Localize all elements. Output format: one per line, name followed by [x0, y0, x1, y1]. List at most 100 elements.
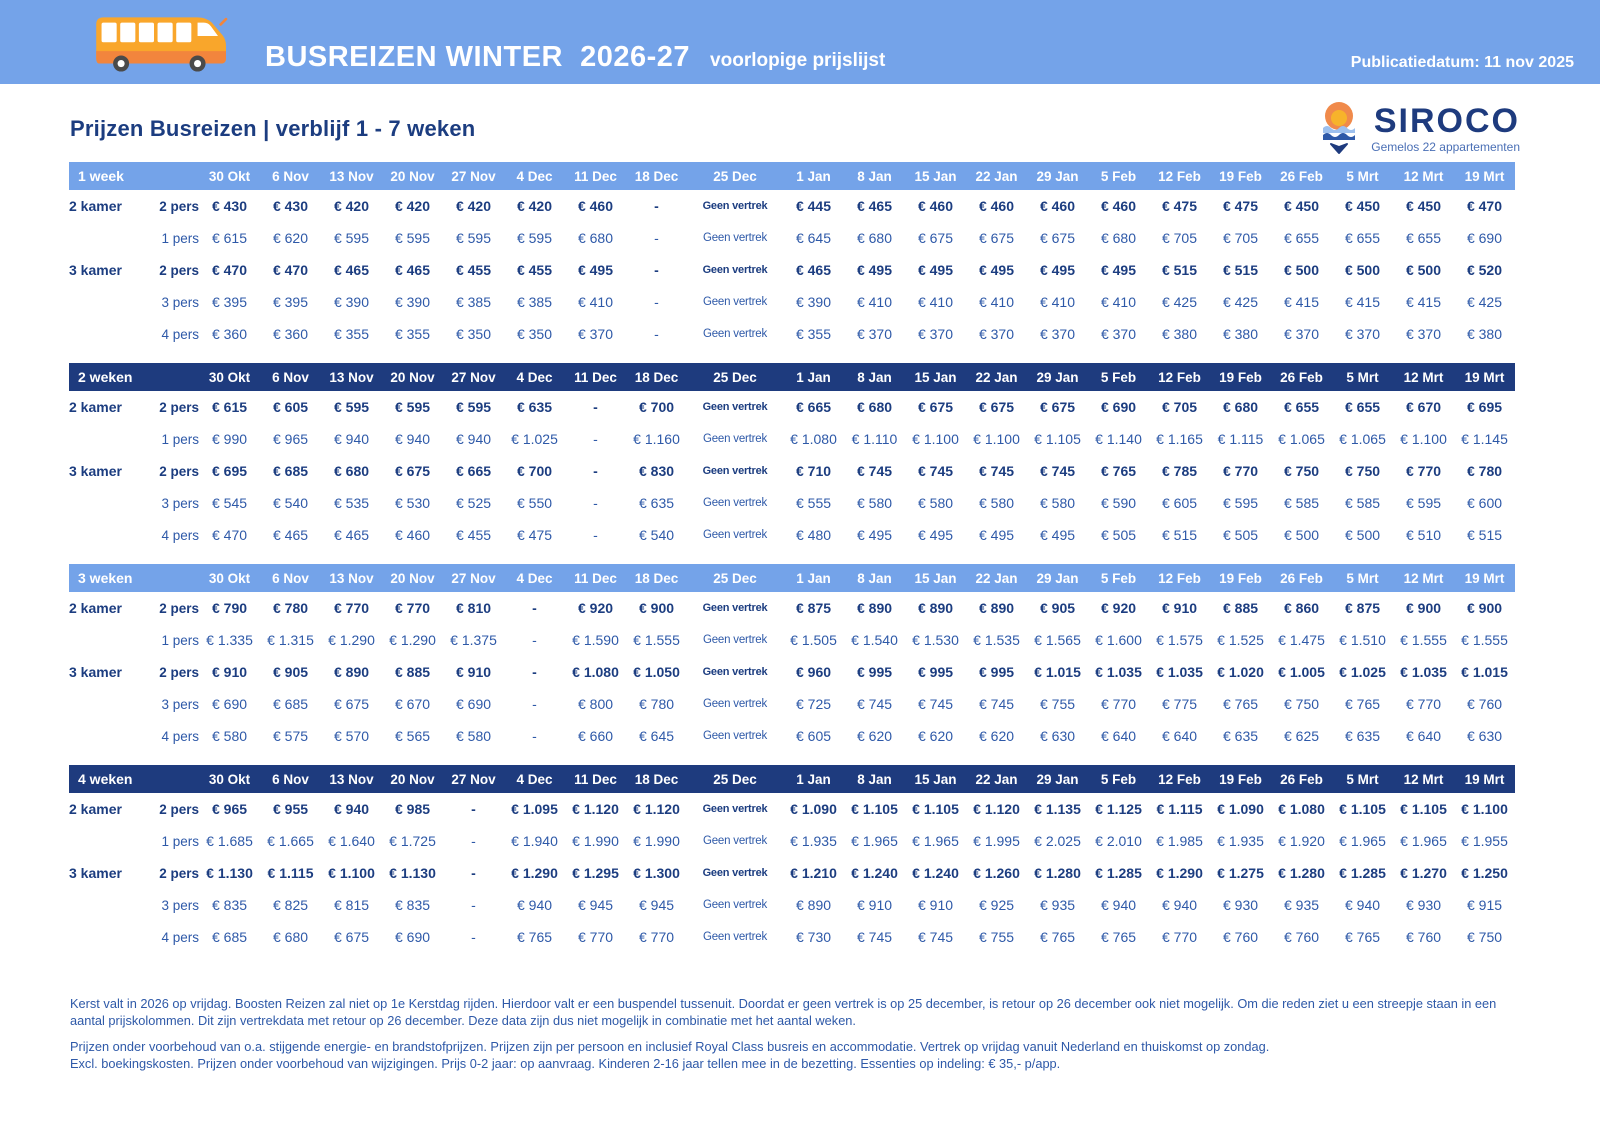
price-cell: € 410: [1100, 294, 1137, 310]
price-cell: € 1.210: [790, 865, 837, 881]
price-cell: € 885: [1222, 600, 1259, 616]
price-cell: € 590: [1100, 495, 1137, 511]
price-cell: € 1.295: [572, 865, 619, 881]
price-cell: € 825: [272, 897, 309, 913]
price-cell: € 730: [795, 929, 832, 945]
price-cell: € 910: [211, 664, 248, 680]
price-cell: -: [593, 527, 598, 543]
price-cell: € 1.990: [633, 833, 680, 849]
date-column-header: 20 Nov: [382, 162, 443, 190]
price-cell: Geen vertrek: [702, 401, 768, 413]
price-cell: € 445: [795, 198, 832, 214]
price-cell: € 905: [272, 664, 309, 680]
price-cell: € 455: [455, 527, 492, 543]
price-cell: € 595: [333, 399, 370, 415]
price-cell: € 690: [1466, 230, 1503, 246]
price-cell: € 500: [1283, 262, 1320, 278]
price-cell: € 620: [272, 230, 309, 246]
price-cell: € 760: [1405, 929, 1442, 945]
price-cell: € 415: [1344, 294, 1381, 310]
room-type-label: [69, 487, 143, 519]
price-cell: € 680: [1222, 399, 1259, 415]
price-row: 3 pers € 395 € 395 € 390 € 390 € 385 € 385 € 41…: [69, 286, 1515, 318]
price-cell: € 450: [1344, 198, 1381, 214]
price-cell: € 540: [638, 527, 675, 543]
price-cell: € 1.080: [790, 431, 837, 447]
occupancy-label: 1 pers: [161, 230, 199, 246]
price-cell: € 500: [1405, 262, 1442, 278]
price-cell: € 890: [978, 600, 1015, 616]
room-type-label: [69, 889, 143, 921]
price-cell: € 1.115: [1156, 801, 1203, 817]
price-cell: € 475: [1222, 198, 1259, 214]
price-tables: 1 week 30 Okt 6 Nov 13 Nov 20 Nov 27 Nov 4 Dec…: [0, 162, 1600, 953]
price-cell: € 525: [455, 495, 492, 511]
price-cell: Geen vertrek: [702, 328, 768, 340]
price-cell: € 530: [394, 495, 431, 511]
price-cell: € 1.505: [790, 632, 837, 648]
date-column-header: 22 Jan: [966, 765, 1028, 793]
price-cell: € 450: [1283, 198, 1320, 214]
price-cell: € 565: [394, 728, 431, 744]
price-cell: € 940: [1344, 897, 1381, 913]
price-cell: € 770: [1222, 463, 1259, 479]
price-cell: € 2.010: [1095, 833, 1142, 849]
price-cell: € 770: [1161, 929, 1198, 945]
price-cell: € 1.015: [1034, 664, 1081, 680]
date-column-header: 30 Okt: [199, 162, 260, 190]
price-cell: € 760: [1222, 929, 1259, 945]
room-type-label: [69, 423, 143, 455]
price-cell: € 595: [1222, 495, 1259, 511]
price-cell: € 380: [1222, 326, 1259, 342]
price-cell: € 1.125: [1095, 801, 1142, 817]
price-cell: € 835: [394, 897, 431, 913]
price-cell: € 370: [1405, 326, 1442, 342]
date-column-header: 25 Dec: [687, 765, 784, 793]
price-cell: € 1.105: [912, 801, 959, 817]
room-type-label: 3 kamer: [69, 664, 122, 680]
price-row: 3 pers € 545 € 540 € 535 € 530 € 525 € 550 - € 6…: [69, 487, 1515, 519]
price-cell: € 500: [1344, 527, 1381, 543]
price-cell: € 460: [577, 198, 614, 214]
price-cell: € 940: [394, 431, 431, 447]
price-cell: € 1.035: [1400, 664, 1447, 680]
price-cell: € 390: [394, 294, 431, 310]
page-title: Prijzen Busreizen | verblijf 1 - 7 weken: [70, 116, 476, 141]
occupancy-label: 4 pers: [161, 728, 200, 744]
room-type-label: 3 kamer: [69, 262, 122, 278]
price-cell: € 890: [333, 664, 370, 680]
price-cell: € 1.300: [633, 865, 680, 881]
publication-date: Publicatiedatum: 11 nov 2025: [1350, 54, 1574, 72]
price-cell: Geen vertrek: [702, 634, 768, 646]
footnote-text: Kerst valt in 2026 op vrijdag. Boosten R…: [70, 996, 1497, 1028]
date-column-header: 12 Mrt: [1393, 162, 1454, 190]
occupancy-label: 4 pers: [161, 326, 199, 342]
price-cell: € 940: [1100, 897, 1137, 913]
price-cell: € 930: [1222, 897, 1259, 913]
price-cell: € 675: [978, 230, 1015, 246]
date-column-header: 25 Dec: [687, 162, 783, 190]
price-cell: € 1.100: [1400, 431, 1447, 447]
price-cell: Geen vertrek: [702, 931, 768, 943]
price-cell: Geen vertrek: [702, 232, 768, 244]
price-cell: € 1.920: [1278, 833, 1325, 849]
price-cell: € 1.985: [1156, 833, 1203, 849]
price-cell: € 630: [1466, 728, 1503, 744]
price-cell: € 615: [211, 399, 248, 415]
price-cell: € 420: [516, 198, 553, 214]
price-cell: € 655: [1405, 230, 1442, 246]
occupancy-label: 2 pers: [159, 262, 199, 278]
price-cell: € 370: [1100, 326, 1137, 342]
price-row: 3 pers € 690 € 685 € 675 € 670 € 690 - € 800 € 7…: [69, 688, 1515, 720]
price-cell: € 890: [917, 600, 954, 616]
date-column-header: 13 Nov: [321, 363, 383, 391]
price-cell: € 1.565: [1034, 632, 1081, 648]
date-column-header: 30 Okt: [199, 564, 261, 592]
price-cell: € 760: [1283, 929, 1320, 945]
price-cell: € 1.065: [1339, 431, 1386, 447]
price-cell: € 480: [795, 527, 832, 543]
date-column-header: 26 Feb: [1271, 564, 1333, 592]
price-cell: € 690: [1100, 399, 1137, 415]
price-cell: € 910: [455, 664, 492, 680]
date-column-header: 12 Mrt: [1393, 363, 1455, 391]
